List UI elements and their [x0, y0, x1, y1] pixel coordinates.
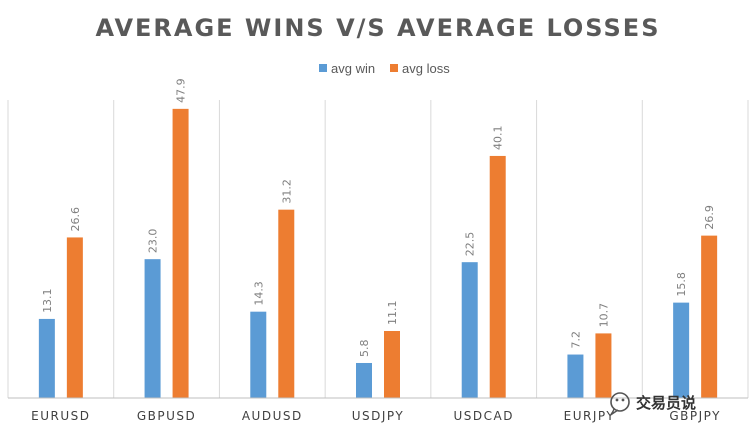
value-label-gbpusd-avg-loss: 47.9 [175, 78, 188, 103]
category-label-eurusd: EURUSD [31, 409, 90, 423]
bar-gbpjpy-avg-loss [701, 235, 718, 398]
value-labels: 13.1 26.6 23.0 47.9 14.3 31.2 5.8 11.1 22.5 40.1 7… [41, 78, 716, 357]
legend-swatch-avg-loss [390, 64, 398, 72]
category-label-gbpjpy: GBPJPY [669, 409, 721, 423]
value-label-audusd-avg-win: 14.3 [252, 281, 265, 306]
category-gridlines [7, 100, 749, 398]
category-labels: EURUSD GBPUSD AUDUSD USDJPY USDCAD EURJPY GBPJ… [31, 409, 721, 423]
wechat-icon [610, 392, 630, 416]
bar-usdcad-avg-win [461, 262, 478, 398]
bar-marks [38, 108, 718, 398]
value-label-audusd-avg-loss: 31.2 [280, 179, 293, 204]
legend-swatch-avg-win [319, 64, 327, 72]
legend-label-avg-loss: avg loss [402, 61, 450, 76]
value-label-gbpusd-avg-win: 23.0 [147, 229, 160, 254]
value-label-eurusd-avg-win: 13.1 [41, 288, 54, 313]
value-label-usdjpy-avg-win: 5.8 [358, 339, 371, 357]
legend-label-avg-win: avg win [331, 61, 375, 76]
category-label-eurjpy: EURJPY [564, 409, 616, 423]
value-label-eurjpy-avg-win: 7.2 [569, 331, 582, 349]
value-label-usdcad-avg-win: 22.5 [464, 232, 477, 257]
bar-gbpusd-avg-loss [172, 108, 189, 398]
chart-title: AVERAGE WINS V/S AVERAGE LOSSES [96, 14, 661, 42]
value-label-eurjpy-avg-loss: 10.7 [597, 303, 610, 328]
category-label-usdjpy: USDJPY [352, 409, 404, 423]
category-label-gbpusd: GBPUSD [137, 409, 196, 423]
bar-gbpjpy-avg-win [673, 302, 690, 398]
legend: avg win avg loss [319, 61, 450, 76]
bar-eurjpy-avg-loss [595, 333, 612, 398]
bar-audusd-avg-win [250, 311, 267, 398]
value-label-usdcad-avg-loss: 40.1 [492, 125, 505, 150]
category-label-audusd: AUDUSD [242, 409, 303, 423]
watermark-text: 交易员说 [636, 394, 696, 412]
bar-usdjpy-avg-win [356, 362, 372, 398]
bar-usdcad-avg-loss [489, 155, 506, 398]
bar-gbpusd-avg-win [144, 259, 161, 398]
value-label-gbpjpy-avg-win: 15.8 [675, 272, 688, 297]
bar-eurjpy-avg-win [567, 354, 584, 398]
category-label-usdcad: USDCAD [453, 409, 513, 423]
value-label-usdjpy-avg-loss: 11.1 [386, 300, 399, 325]
value-label-eurusd-avg-loss: 26.6 [69, 207, 82, 232]
bar-audusd-avg-loss [278, 209, 295, 398]
bar-usdjpy-avg-loss [384, 330, 400, 398]
bar-eurusd-avg-win [38, 318, 55, 398]
value-label-gbpjpy-avg-loss: 26.9 [703, 205, 716, 230]
bar-eurusd-avg-loss [66, 237, 83, 398]
watermark: 交易员说 [610, 392, 696, 416]
